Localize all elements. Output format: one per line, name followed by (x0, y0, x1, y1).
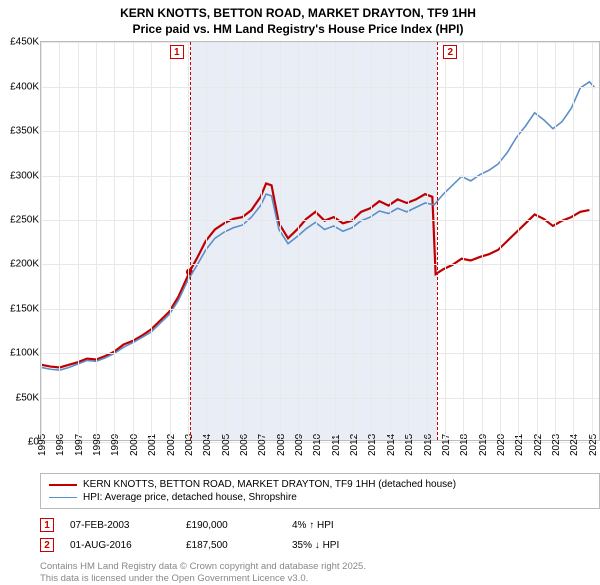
x-tick-label: 1998 (92, 434, 103, 456)
event-marker-badge: 1 (170, 45, 184, 59)
chart-container: KERN KNOTTS, BETTON ROAD, MARKET DRAYTON… (0, 0, 600, 560)
x-tick-label: 2023 (551, 434, 562, 456)
event-delta: 4% ↑ HPI (292, 520, 334, 531)
event-row: 1 07-FEB-2003 £190,000 4% ↑ HPI (40, 515, 600, 535)
event-badge: 1 (40, 518, 54, 532)
x-tick-label: 2012 (349, 434, 360, 456)
x-tick-label: 2006 (239, 434, 250, 456)
x-tick-label: 2022 (533, 434, 544, 456)
x-tick-label: 2015 (404, 434, 415, 456)
y-tick-label: £50K (16, 392, 39, 403)
x-tick-label: 2019 (478, 434, 489, 456)
event-table: 1 07-FEB-2003 £190,000 4% ↑ HPI 2 01-AUG-2016… (40, 515, 600, 555)
x-tick-label: 2000 (129, 434, 140, 456)
x-tick-label: 2011 (331, 435, 342, 457)
title-line-1: KERN KNOTTS, BETTON ROAD, MARKET DRAYTON… (4, 6, 592, 22)
y-tick-label: £450K (10, 37, 39, 48)
event-row: 2 01-AUG-2016 £187,500 35% ↓ HPI (40, 535, 600, 555)
x-tick-label: 2010 (312, 434, 323, 456)
event-price: £187,500 (186, 540, 276, 551)
event-marker-line (190, 42, 191, 440)
event-badge: 2 (40, 538, 54, 552)
x-tick-label: 1997 (74, 434, 85, 456)
series-hpi (41, 82, 595, 370)
x-tick-label: 2024 (569, 434, 580, 456)
y-tick-label: £100K (10, 348, 39, 359)
x-tick-label: 2008 (276, 434, 287, 456)
x-axis: 1995199619971998199920002001200220032004… (41, 440, 599, 468)
x-tick-label: 2013 (367, 434, 378, 456)
legend-swatch (49, 497, 77, 498)
x-tick-label: 2020 (496, 434, 507, 456)
legend-label: KERN KNOTTS, BETTON ROAD, MARKET DRAYTON… (83, 479, 456, 490)
event-marker-badge: 2 (443, 45, 457, 59)
title-line-2: Price paid vs. HM Land Registry's House … (4, 22, 592, 38)
x-tick-label: 2017 (441, 434, 452, 456)
x-tick-label: 2016 (423, 434, 434, 456)
x-tick-label: 2009 (294, 434, 305, 456)
line-layer (41, 42, 599, 440)
legend-item: KERN KNOTTS, BETTON ROAD, MARKET DRAYTON… (49, 478, 591, 491)
y-axis: £0£50K£100K£150K£200K£250K£300K£350K£400… (5, 42, 41, 440)
attribution-line-2: This data is licensed under the Open Gov… (40, 573, 592, 585)
event-price: £190,000 (186, 520, 276, 531)
plot-area: £0£50K£100K£150K£200K£250K£300K£350K£400… (40, 41, 600, 441)
legend: KERN KNOTTS, BETTON ROAD, MARKET DRAYTON… (40, 473, 600, 509)
event-date: 01-AUG-2016 (70, 540, 170, 551)
x-tick-label: 2004 (202, 434, 213, 456)
legend-swatch (49, 484, 77, 486)
event-delta: 35% ↓ HPI (292, 540, 339, 551)
y-tick-label: £250K (10, 214, 39, 225)
event-date: 07-FEB-2003 (70, 520, 170, 531)
x-tick-label: 2025 (588, 434, 599, 456)
legend-label: HPI: Average price, detached house, Shro… (83, 492, 297, 503)
y-tick-label: £350K (10, 126, 39, 137)
attribution: Contains HM Land Registry data © Crown c… (40, 561, 592, 585)
x-tick-label: 1995 (37, 434, 48, 456)
y-tick-label: £200K (10, 259, 39, 270)
x-tick-label: 2021 (514, 434, 525, 456)
y-tick-label: £150K (10, 303, 39, 314)
y-tick-label: £400K (10, 81, 39, 92)
legend-item: HPI: Average price, detached house, Shro… (49, 491, 591, 504)
attribution-line-1: Contains HM Land Registry data © Crown c… (40, 561, 592, 573)
event-marker-line (437, 42, 438, 440)
x-tick-label: 2014 (386, 434, 397, 456)
x-tick-label: 2002 (166, 434, 177, 456)
x-tick-label: 1999 (110, 434, 121, 456)
x-tick-label: 2007 (257, 434, 268, 456)
x-tick-label: 1996 (55, 434, 66, 456)
x-tick-label: 2005 (221, 434, 232, 456)
x-tick-label: 2001 (147, 434, 158, 456)
y-tick-label: £300K (10, 170, 39, 181)
chart-title: KERN KNOTTS, BETTON ROAD, MARKET DRAYTON… (4, 6, 592, 37)
x-tick-label: 2018 (459, 434, 470, 456)
